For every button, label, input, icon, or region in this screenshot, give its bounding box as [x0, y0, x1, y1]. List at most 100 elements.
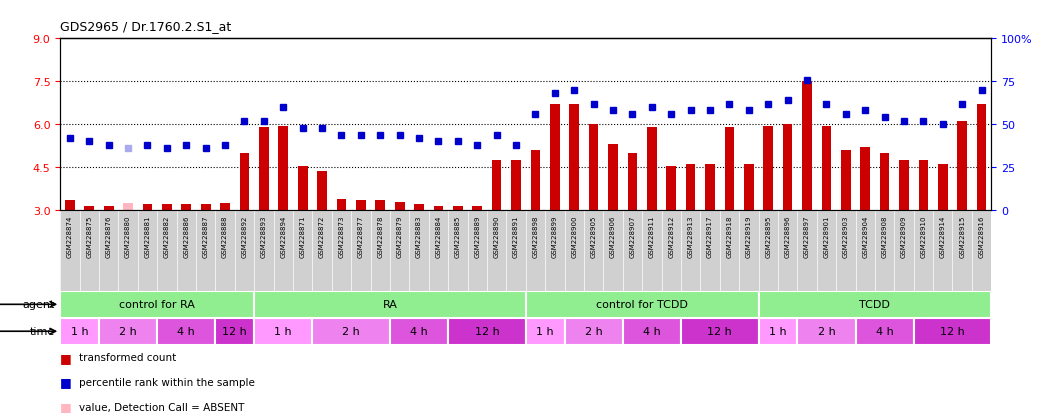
- Text: GSM228873: GSM228873: [338, 215, 345, 257]
- Bar: [84, 206, 94, 211]
- Text: ■: ■: [60, 351, 72, 364]
- Bar: [643, 211, 661, 291]
- Text: GSM228910: GSM228910: [921, 215, 926, 257]
- Bar: [298, 166, 307, 211]
- Text: TCDD: TCDD: [859, 299, 891, 310]
- Bar: [394, 202, 405, 211]
- Bar: [65, 201, 75, 211]
- Text: time: time: [30, 326, 55, 337]
- Text: GSM228903: GSM228903: [843, 215, 849, 257]
- Bar: [938, 165, 948, 211]
- Bar: [861, 148, 870, 211]
- Bar: [603, 211, 623, 291]
- Text: GSM228874: GSM228874: [66, 215, 73, 257]
- Bar: [104, 206, 113, 211]
- Bar: [972, 211, 991, 291]
- Bar: [759, 211, 777, 291]
- Bar: [855, 318, 913, 345]
- Bar: [162, 205, 171, 211]
- Text: GSM228915: GSM228915: [959, 215, 965, 257]
- Text: GSM228875: GSM228875: [86, 215, 92, 257]
- Bar: [686, 165, 695, 211]
- Text: GSM228884: GSM228884: [436, 215, 441, 257]
- Text: GSM228898: GSM228898: [532, 215, 539, 257]
- Bar: [99, 211, 118, 291]
- Bar: [797, 211, 817, 291]
- Text: GSM228893: GSM228893: [261, 215, 267, 257]
- Bar: [414, 205, 424, 211]
- Text: GSM228918: GSM228918: [727, 215, 733, 257]
- Bar: [628, 154, 637, 211]
- Bar: [545, 211, 565, 291]
- Bar: [235, 211, 254, 291]
- Bar: [933, 211, 953, 291]
- Bar: [977, 105, 986, 211]
- Bar: [448, 318, 525, 345]
- Bar: [836, 211, 855, 291]
- Bar: [525, 211, 545, 291]
- Text: GSM228912: GSM228912: [668, 215, 675, 257]
- Bar: [647, 128, 657, 211]
- Bar: [124, 204, 133, 211]
- Bar: [511, 161, 521, 211]
- Text: 4 h: 4 h: [177, 326, 195, 337]
- Bar: [953, 211, 972, 291]
- Bar: [467, 211, 487, 291]
- Text: 1 h: 1 h: [274, 326, 292, 337]
- Bar: [565, 318, 623, 345]
- Text: GSM228900: GSM228900: [571, 215, 577, 257]
- Text: 12 h: 12 h: [707, 326, 732, 337]
- Text: GSM228906: GSM228906: [610, 215, 616, 257]
- Text: GSM228899: GSM228899: [552, 215, 557, 257]
- Bar: [570, 105, 579, 211]
- Bar: [507, 211, 525, 291]
- Text: GSM228905: GSM228905: [591, 215, 597, 257]
- Text: GSM228895: GSM228895: [765, 215, 771, 257]
- Bar: [182, 205, 191, 211]
- Bar: [157, 211, 176, 291]
- Bar: [390, 211, 409, 291]
- Bar: [99, 318, 157, 345]
- Bar: [783, 125, 792, 211]
- Text: 2 h: 2 h: [119, 326, 137, 337]
- Bar: [666, 166, 676, 211]
- Text: 4 h: 4 h: [410, 326, 428, 337]
- Bar: [138, 211, 157, 291]
- Bar: [216, 318, 254, 345]
- Bar: [719, 211, 739, 291]
- Bar: [899, 161, 909, 211]
- Text: GSM228917: GSM228917: [707, 215, 713, 257]
- Bar: [725, 128, 734, 211]
- Bar: [550, 105, 559, 211]
- Text: RA: RA: [383, 299, 398, 310]
- Bar: [60, 318, 99, 345]
- Bar: [487, 211, 507, 291]
- Bar: [142, 205, 153, 211]
- Bar: [525, 291, 759, 318]
- Text: GSM228894: GSM228894: [280, 215, 286, 257]
- Text: GSM228911: GSM228911: [649, 215, 655, 257]
- Bar: [701, 211, 719, 291]
- Bar: [681, 318, 759, 345]
- Text: GSM228883: GSM228883: [416, 215, 422, 257]
- Text: 4 h: 4 h: [876, 326, 894, 337]
- Text: 12 h: 12 h: [222, 326, 247, 337]
- Bar: [957, 122, 967, 211]
- Text: 4 h: 4 h: [643, 326, 661, 337]
- Bar: [880, 154, 890, 211]
- Text: GSM228885: GSM228885: [455, 215, 461, 257]
- Bar: [855, 211, 875, 291]
- Text: GSM228892: GSM228892: [242, 215, 247, 257]
- Bar: [841, 151, 851, 211]
- Bar: [240, 154, 249, 211]
- Text: ■: ■: [60, 400, 72, 413]
- Bar: [763, 126, 773, 211]
- Bar: [919, 161, 928, 211]
- Bar: [312, 318, 390, 345]
- Text: GSM228889: GSM228889: [474, 215, 481, 257]
- Bar: [60, 291, 254, 318]
- Bar: [492, 161, 501, 211]
- Text: ■: ■: [60, 375, 72, 389]
- Text: GSM228908: GSM228908: [881, 215, 887, 257]
- Bar: [220, 204, 230, 211]
